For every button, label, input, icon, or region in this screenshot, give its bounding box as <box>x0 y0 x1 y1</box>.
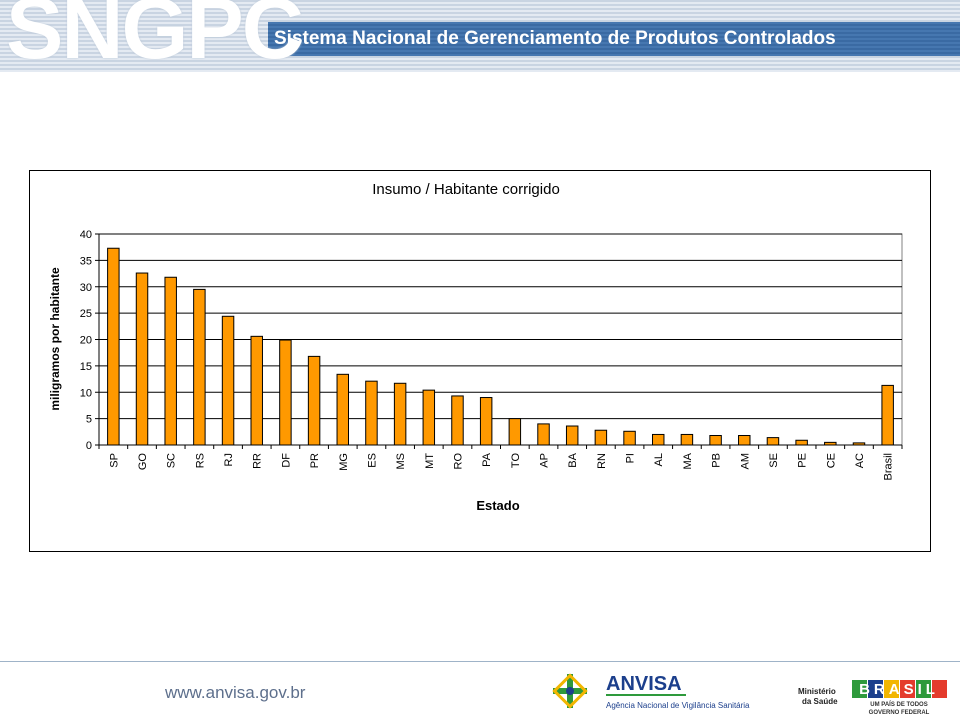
x-tick-label: RS <box>194 453 206 468</box>
y-axis-label: miligramos por habitante <box>48 267 62 411</box>
bar-es <box>365 380 378 446</box>
x-tick-label: CE <box>825 453 837 468</box>
x-tick-label: SC <box>166 453 178 468</box>
x-tick-label: RN <box>596 453 608 469</box>
bar-ro <box>451 395 464 446</box>
bar-pe <box>795 439 808 446</box>
y-tick-label: 35 <box>80 255 92 267</box>
header-stripes <box>0 0 960 72</box>
bar-al <box>651 433 665 446</box>
anvisa-logo-icon <box>552 673 588 709</box>
y-tick-label: 5 <box>86 414 92 426</box>
y-tick-label: 15 <box>80 361 92 373</box>
bar-brasil <box>881 384 894 446</box>
bars <box>107 247 894 446</box>
chart-title: Insumo / Habitante corrigido <box>372 181 560 198</box>
brasil-gov: GOVERNO FEDERAL <box>869 710 930 716</box>
bar-ac <box>852 442 866 446</box>
y-tick-label: 40 <box>80 229 92 241</box>
bar-ce <box>824 441 837 446</box>
chart-panel: Insumo / Habitante corrigido miligramos … <box>29 170 931 552</box>
x-tick-label: PI <box>625 453 637 463</box>
bar-go <box>135 272 149 446</box>
bar-chart: Insumo / Habitante corrigido miligramos … <box>48 181 903 513</box>
ministerio-line2: da Saúde <box>802 697 838 706</box>
x-tick-label: RR <box>252 453 264 469</box>
y-tick-label: 30 <box>80 282 92 294</box>
bar-df <box>279 339 292 446</box>
x-tick-label: Brasil <box>883 453 895 481</box>
x-axis-label: Estado <box>476 498 519 513</box>
sngpc-logo: SNGPC <box>6 0 304 72</box>
x-tick-label: PB <box>711 453 723 468</box>
bar-ap <box>537 423 550 446</box>
x-tick-label: ES <box>366 453 378 468</box>
bar-pi <box>623 430 636 446</box>
bar-rr <box>250 335 263 446</box>
x-tick-label: MS <box>395 453 407 470</box>
system-title: Sistema Nacional de Gerenciamento de Pro… <box>274 28 836 49</box>
x-tick-label: DF <box>280 453 292 468</box>
bar-se <box>766 437 780 446</box>
x-tick-label: MT <box>424 453 436 469</box>
x-tick-label: PR <box>309 453 321 468</box>
x-tick-label: AM <box>739 453 751 470</box>
bar-ma <box>680 433 694 446</box>
bar-rn <box>594 429 608 446</box>
footer-logos: ANVISA Agência Nacional de Vigilância Sa… <box>552 673 947 716</box>
x-tick-label: AL <box>653 453 665 466</box>
x-tick-label: RJ <box>223 453 235 466</box>
x-tick-label: MG <box>338 453 350 471</box>
bar-ba <box>565 425 579 446</box>
y-tick-label: 0 <box>86 440 92 452</box>
bar-am <box>738 435 751 446</box>
y-tick-label: 10 <box>80 387 92 399</box>
x-tick-label: GO <box>137 453 149 471</box>
x-tick-label: SE <box>768 453 780 468</box>
brasil-logo: BRASIL UM PAÍS DE TODOS GOVERNO FEDERAL <box>852 680 947 716</box>
x-tick-label: SP <box>108 453 120 468</box>
x-tick-label: AC <box>854 453 866 468</box>
x-tick-label: AP <box>539 453 551 468</box>
x-tick-label: BA <box>567 452 579 467</box>
bar-sc <box>164 276 177 446</box>
y-tick-label: 20 <box>80 335 92 347</box>
brasil-slogan: UM PAÍS DE TODOS <box>870 700 927 708</box>
footer-divider <box>0 661 960 662</box>
bar-rj <box>221 315 235 446</box>
x-axis-ticks: SP GO SC RS RJ RR DF PR MG ES MS MT RO PA TO AP BA RN PI AL… <box>98 445 903 481</box>
bar-rs <box>193 288 206 446</box>
bar-pa <box>479 397 493 446</box>
anvisa-underline <box>606 694 686 696</box>
header-banner: SNGPC Sistema Nacional de Gerenciamento … <box>0 0 960 72</box>
x-tick-label: TO <box>510 453 522 469</box>
x-tick-label: MA <box>682 452 694 469</box>
bar-mt <box>422 389 436 446</box>
anvisa-subtitle: Agência Nacional de Vigilância Sanitária <box>606 701 750 710</box>
bar-pb <box>709 435 722 446</box>
website-link[interactable]: www.anvisa.gov.br <box>165 683 306 702</box>
bar-ms <box>393 382 407 446</box>
bar-to <box>508 418 522 446</box>
bar-mg <box>336 373 350 446</box>
x-tick-label: RO <box>452 453 464 470</box>
anvisa-name: ANVISA <box>606 673 682 695</box>
ministerio-line1: Ministério <box>798 687 836 696</box>
x-tick-label: PE <box>797 453 809 468</box>
bar-pr <box>307 355 321 446</box>
x-tick-label: PA <box>481 452 493 467</box>
bar-sp <box>107 247 120 446</box>
y-tick-label: 25 <box>80 308 92 320</box>
brasil-text: BRASIL <box>859 681 939 698</box>
